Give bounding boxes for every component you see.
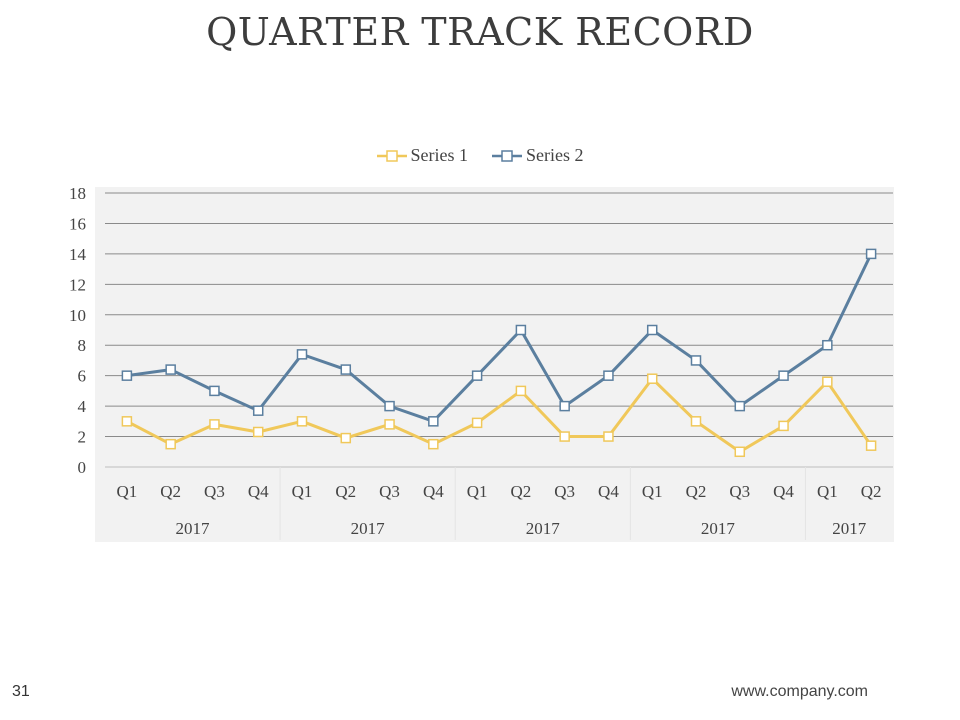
y-tick-label: 16 [69, 214, 86, 233]
x-tick-label: Q2 [686, 482, 707, 501]
data-point-series-2 [165, 364, 176, 375]
x-tick-label: Q3 [204, 482, 225, 501]
data-point-series-1 [384, 419, 395, 430]
data-point-series-1 [778, 420, 789, 432]
plot-background [95, 187, 894, 542]
y-tick-label: 6 [78, 367, 87, 386]
x-tick-label: Q1 [467, 482, 488, 501]
x-tick-label: Q3 [379, 482, 400, 501]
data-point-series-1 [209, 419, 220, 430]
data-point-series-2 [252, 405, 264, 416]
data-point-series-2 [778, 370, 789, 381]
data-point-series-1 [296, 416, 308, 427]
data-point-series-1 [646, 373, 658, 384]
y-tick-label: 4 [78, 397, 87, 416]
x-tick-label: Q2 [160, 482, 181, 501]
data-point-series-2 [690, 355, 702, 366]
data-point-series-2 [734, 400, 746, 412]
data-point-series-1 [690, 416, 702, 427]
y-tick-label: 14 [69, 245, 87, 264]
data-point-series-1 [559, 431, 570, 442]
x-tick-label: Q1 [116, 482, 137, 501]
y-tick-label: 0 [78, 458, 87, 477]
data-point-series-2 [428, 416, 439, 427]
legend-item-series-1: Series 1 [376, 145, 469, 166]
footer-url[interactable]: www.company.com [731, 683, 868, 700]
legend-swatch-series-1 [376, 149, 407, 162]
data-point-series-2 [209, 385, 220, 397]
data-point-series-2 [865, 248, 877, 260]
x-tick-label: Q1 [817, 482, 838, 501]
legend-swatch-series-2 [492, 149, 522, 162]
y-tick-label: 12 [69, 275, 86, 294]
data-point-series-2 [822, 339, 833, 351]
chart-legend: Series 1 Series 2 [0, 145, 960, 166]
y-tick-label: 18 [69, 184, 86, 203]
page-number: 31 [12, 683, 30, 700]
data-point-series-1 [252, 426, 264, 438]
x-tick-label: Q2 [510, 482, 531, 501]
x-tick-label: Q3 [729, 482, 750, 501]
x-group-label: 2017 [351, 519, 386, 538]
x-group-label: 2017 [701, 519, 736, 538]
legend-label-series-1: Series 1 [410, 145, 469, 165]
data-point-series-2 [340, 364, 352, 375]
data-point-series-1 [734, 446, 746, 458]
data-point-series-1 [471, 417, 483, 429]
data-point-series-2 [121, 370, 133, 381]
data-point-series-2 [559, 400, 570, 412]
data-point-series-2 [471, 370, 483, 381]
x-tick-label: Q4 [423, 482, 444, 501]
data-point-series-2 [384, 400, 395, 412]
legend-label-series-2: Series 2 [526, 145, 584, 165]
x-tick-label: Q2 [335, 482, 356, 501]
x-tick-label: Q3 [554, 482, 575, 501]
data-point-series-1 [165, 438, 176, 450]
data-point-series-2 [296, 349, 308, 360]
data-point-series-2 [515, 324, 527, 336]
data-point-series-1 [603, 431, 614, 442]
data-point-series-1 [428, 438, 439, 450]
y-tick-label: 8 [78, 336, 87, 355]
x-tick-label: Q1 [292, 482, 313, 501]
x-tick-label: Q4 [773, 482, 794, 501]
y-tick-label: 2 [78, 428, 87, 447]
data-point-series-1 [340, 432, 352, 444]
data-point-series-1 [865, 440, 877, 451]
x-tick-label: Q4 [598, 482, 619, 501]
x-tick-label: Q4 [248, 482, 269, 501]
x-group-label: 2017 [832, 519, 867, 538]
data-point-series-2 [603, 370, 614, 381]
x-group-label: 2017 [176, 519, 211, 538]
legend-item-series-2: Series 2 [492, 145, 584, 166]
data-point-series-1 [515, 385, 527, 397]
series-line-1 [126, 377, 873, 454]
data-point-series-2 [646, 324, 658, 336]
data-point-series-1 [822, 376, 833, 388]
y-tick-label: 10 [69, 306, 86, 325]
slide-title: QUARTER TRACK RECORD [206, 10, 754, 54]
data-point-series-1 [121, 416, 133, 427]
series-line-2 [126, 253, 873, 423]
x-group-label: 2017 [526, 519, 561, 538]
x-tick-label: Q1 [642, 482, 663, 501]
x-tick-label: Q2 [861, 482, 882, 501]
